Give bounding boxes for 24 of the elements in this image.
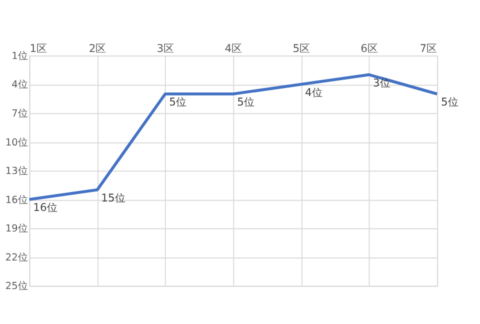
x-tick-label: 4区: [224, 42, 243, 56]
y-tick-label: 13位: [5, 165, 28, 178]
y-tick-label: 1位: [12, 50, 28, 62]
y-tick-label: 4位: [12, 78, 28, 91]
y-tick-label: 25位: [5, 280, 28, 292]
y-tick-label: 7位: [12, 108, 28, 120]
data-label: 15位: [101, 192, 126, 205]
y-tick-label: 22位: [5, 251, 28, 264]
x-tick-label: 7区: [420, 42, 438, 56]
y-tick-label: 16位: [5, 194, 28, 206]
data-label: 5位: [237, 96, 255, 109]
line-series: [28, 73, 439, 201]
y-tick-label: 19位: [5, 222, 28, 235]
x-tick-label: 3区: [156, 42, 175, 56]
data-label: 3位: [373, 76, 391, 90]
data-label: 16位: [33, 201, 58, 214]
data-label: 4位: [305, 86, 323, 100]
x-tick-label: 5区: [292, 42, 311, 56]
y-tick-label: 10位: [5, 136, 28, 148]
x-tick-label: 6区: [360, 42, 379, 56]
data-label: 5位: [440, 96, 459, 109]
data-label: 5位: [169, 96, 187, 109]
x-tick-label: 2区: [88, 42, 107, 56]
x-tick-label: 1区: [30, 42, 48, 56]
